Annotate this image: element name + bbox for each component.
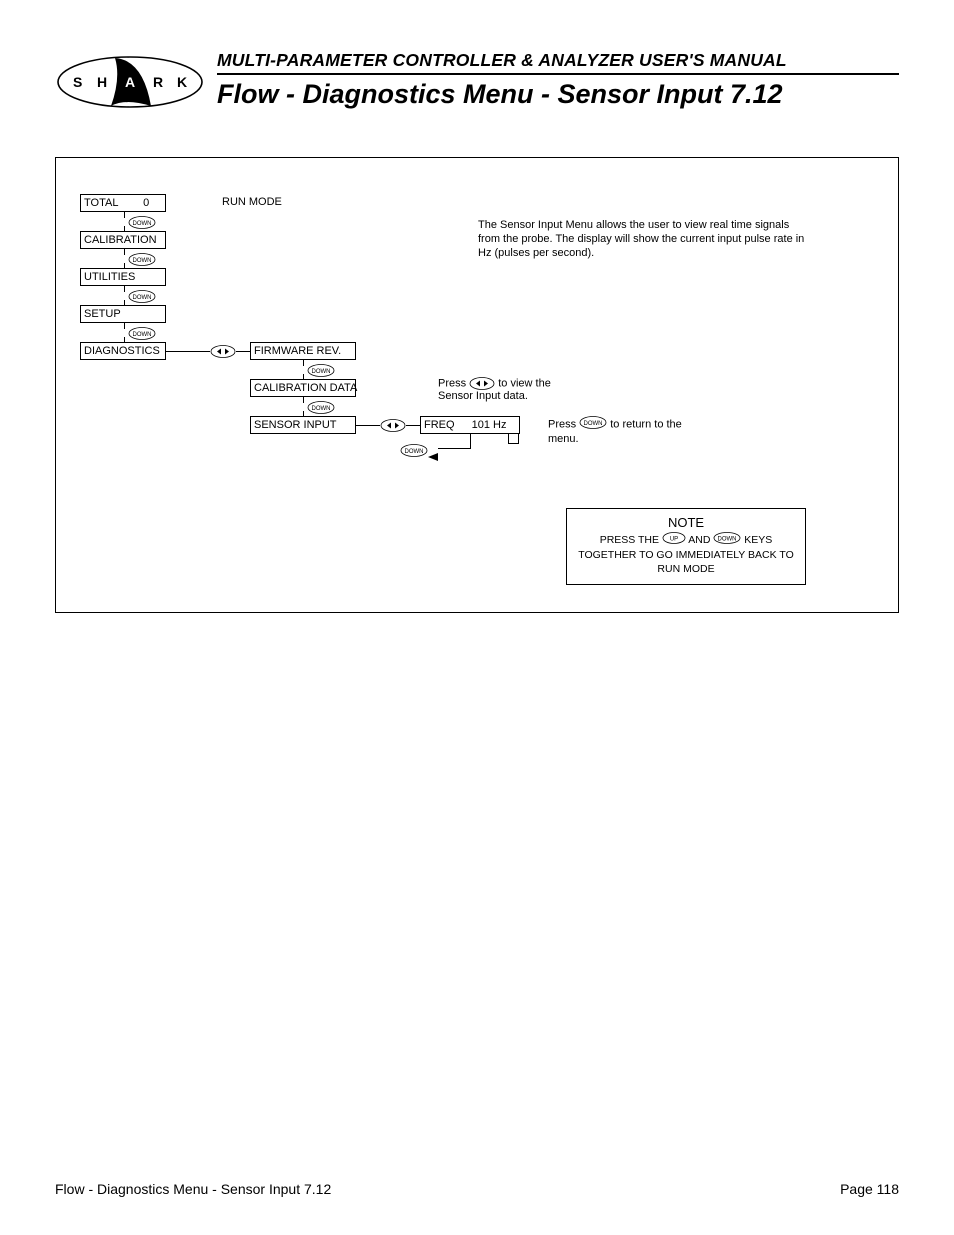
- menu-sensor-input: SENSOR INPUT: [250, 416, 356, 434]
- menu-firmware: FIRMWARE REV.: [250, 342, 356, 360]
- connector: [406, 425, 420, 426]
- hint-prefix: Press: [438, 377, 466, 389]
- hint-return-menu: Press DOWN to return to the menu.: [548, 416, 708, 446]
- menu-utilities: UTILITIES: [80, 268, 166, 286]
- menu-label: CALIBRATION DATA: [254, 382, 357, 394]
- menu-label: UTILITIES: [84, 271, 135, 283]
- arrow-left-icon: [428, 448, 440, 466]
- note-text: AND: [688, 534, 710, 546]
- down-key-icon: DOWN: [713, 532, 741, 548]
- connector: [124, 323, 125, 329]
- hint-prefix: Press: [548, 418, 576, 430]
- svg-text:S: S: [73, 74, 82, 90]
- down-key-icon: DOWN: [579, 416, 607, 433]
- diagram-frame: TOTAL 0 DOWN CALIBRATION DOWN UTILITIES …: [55, 157, 899, 613]
- svg-text:DOWN: DOWN: [133, 258, 152, 264]
- svg-text:DOWN: DOWN: [133, 221, 152, 227]
- connector: [438, 448, 471, 449]
- svg-text:DOWN: DOWN: [405, 449, 424, 455]
- connector: [166, 351, 210, 352]
- manual-title: MULTI-PARAMETER CONTROLLER & ANALYZER US…: [217, 50, 899, 71]
- svg-text:R: R: [153, 74, 163, 90]
- description-text: The Sensor Input Menu allows the user to…: [478, 218, 808, 260]
- menu-label: CALIBRATION: [84, 234, 157, 246]
- footer-right: Page 118: [840, 1181, 899, 1197]
- menu-diagnostics: DIAGNOSTICS: [80, 342, 166, 360]
- menu-calibration: CALIBRATION: [80, 231, 166, 249]
- svg-text:K: K: [177, 74, 187, 90]
- down-key-icon: DOWN: [400, 444, 428, 462]
- up-key-icon: UP: [662, 532, 686, 548]
- connector: [356, 425, 380, 426]
- menu-label: SETUP: [84, 308, 121, 320]
- note-title: NOTE: [575, 515, 797, 530]
- freq-value: 101 Hz: [472, 419, 507, 431]
- connector: [124, 286, 125, 292]
- page-title: Flow - Diagnostics Menu - Sensor Input 7…: [217, 79, 899, 110]
- run-mode-label: RUN MODE: [222, 196, 282, 208]
- connector: [124, 212, 125, 218]
- note-text: PRESS THE: [600, 534, 659, 546]
- menu-label: DIAGNOSTICS: [84, 345, 160, 357]
- svg-text:UP: UP: [670, 537, 678, 543]
- connector: [303, 360, 304, 366]
- note-body: PRESS THE UP AND DOWN KEYS TOGETHER TO G…: [575, 532, 797, 576]
- hint-view-sensor: Press to view the Sensor Input data.: [438, 377, 568, 403]
- svg-text:DOWN: DOWN: [133, 332, 152, 338]
- svg-text:DOWN: DOWN: [584, 421, 603, 427]
- logo: S H A R K: [55, 50, 205, 115]
- menu-label: SENSOR INPUT: [254, 419, 337, 431]
- lr-key-icon: [210, 345, 236, 363]
- menu-calibration-data: CALIBRATION DATA: [250, 379, 356, 397]
- note-box: NOTE PRESS THE UP AND DOWN KEYS TOGETHER…: [566, 508, 806, 585]
- lr-key-icon: [380, 419, 406, 437]
- cursor-box-icon: [508, 433, 519, 444]
- connector: [470, 434, 471, 448]
- connector: [124, 249, 125, 255]
- svg-text:A: A: [125, 74, 135, 90]
- menu-total: TOTAL 0: [80, 194, 166, 212]
- footer: Flow - Diagnostics Menu - Sensor Input 7…: [55, 1181, 899, 1197]
- menu-value: 0: [143, 197, 149, 209]
- menu-label: FIRMWARE REV.: [254, 345, 341, 357]
- svg-text:DOWN: DOWN: [718, 537, 737, 543]
- menu-setup: SETUP: [80, 305, 166, 323]
- footer-left: Flow - Diagnostics Menu - Sensor Input 7…: [55, 1181, 331, 1197]
- svg-text:H: H: [97, 74, 107, 90]
- lr-key-icon: [469, 377, 495, 390]
- connector: [236, 351, 250, 352]
- freq-label: FREQ: [424, 419, 455, 431]
- header-rule: [217, 73, 899, 75]
- menu-label: TOTAL: [84, 197, 118, 209]
- connector: [303, 397, 304, 403]
- menu-freq: FREQ 101 Hz: [420, 416, 520, 434]
- svg-text:DOWN: DOWN: [133, 295, 152, 301]
- svg-text:DOWN: DOWN: [312, 406, 331, 412]
- svg-text:DOWN: DOWN: [312, 369, 331, 375]
